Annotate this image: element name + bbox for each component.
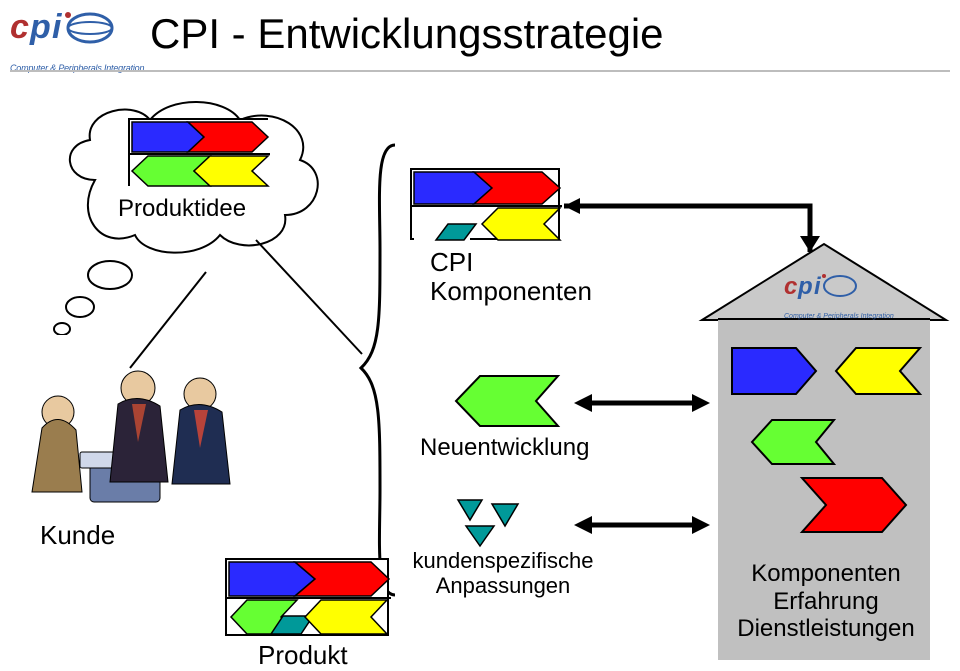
arrow-neu-double (572, 388, 712, 418)
kundenspez-label: kundenspezifischeAnpassungen (398, 548, 608, 599)
arrow-cpi-to-repo (560, 190, 840, 280)
neuentwicklung-shape (452, 372, 562, 430)
repo-red-shape (798, 474, 910, 536)
svg-text:p: p (29, 8, 51, 46)
logo-top: c p i Computer & Peripherals Integration (10, 8, 144, 73)
header-divider (10, 70, 950, 72)
kundenspez-shape (452, 498, 522, 548)
arrow-kund-double (572, 510, 712, 540)
cpi-komponenten-box (410, 168, 560, 240)
produktidee-box (128, 118, 268, 186)
kunde-label: Kunde (40, 520, 115, 551)
repo-label: KomponentenErfahrungDienstleistungen (726, 560, 926, 643)
repo-yellow-shape (832, 344, 924, 398)
line-idee-to-brace (250, 234, 380, 374)
svg-text:c: c (10, 8, 29, 46)
repo-blue-shape (728, 344, 820, 398)
page-title: CPI - Entwicklungsstrategie (150, 10, 664, 58)
produktidee-label: Produktidee (118, 195, 246, 223)
repo-logo-tagline: Computer & Peripherals Integration (784, 313, 894, 320)
produkt-label: Produkt (258, 640, 348, 671)
neuentwicklung-label: Neuentwicklung (420, 434, 589, 462)
repo-label-text: KomponentenErfahrungDienstleistungen (737, 560, 914, 642)
repo-green-shape (748, 416, 840, 468)
svg-text:i: i (52, 8, 63, 46)
produkt-box (225, 558, 389, 636)
line-idee-to-kunde (120, 268, 240, 388)
kundenspez-text: kundenspezifischeAnpassungen (412, 548, 593, 598)
